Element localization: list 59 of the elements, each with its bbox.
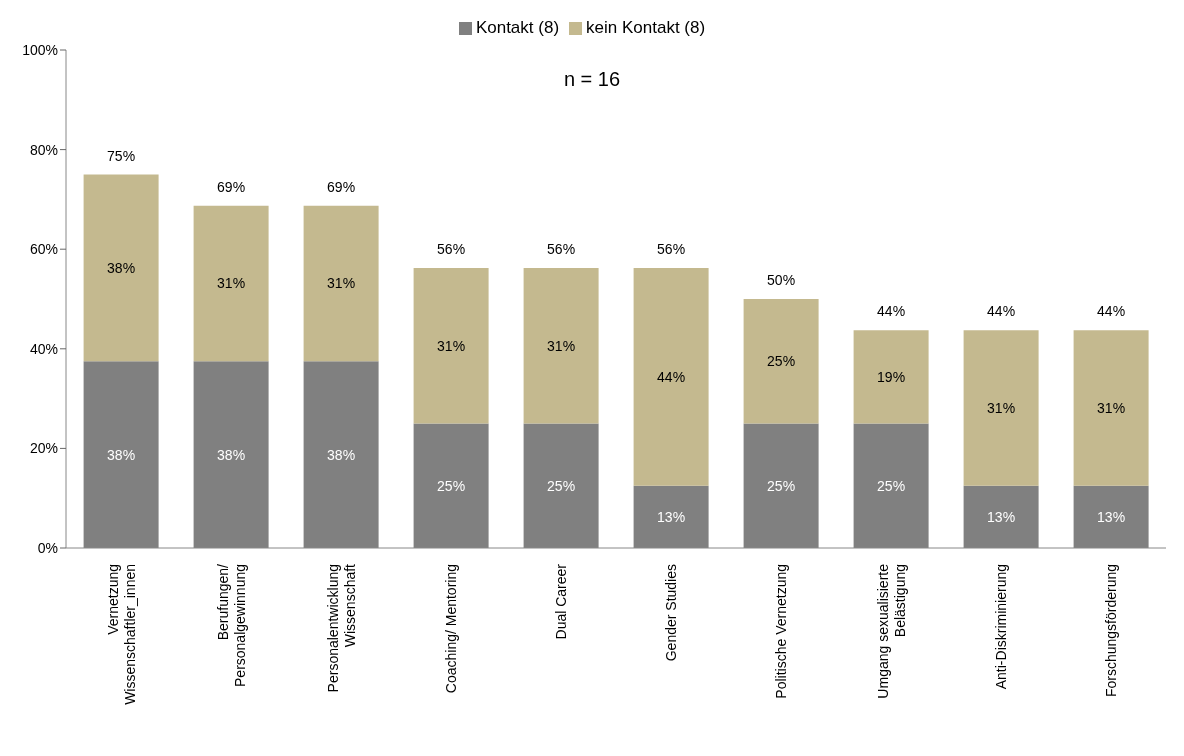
x-tick-label: Umgang sexualisierte Belästigung bbox=[874, 563, 908, 699]
annotation: n = 16 bbox=[562, 68, 622, 91]
data-label: 38% bbox=[107, 446, 136, 463]
data-label: 38% bbox=[327, 446, 356, 463]
total-label: 50% bbox=[767, 272, 796, 288]
total-label: 44% bbox=[987, 303, 1016, 320]
y-tick-label: 100% bbox=[22, 41, 58, 58]
y-tick-label: 80% bbox=[29, 141, 58, 158]
total-label: 56% bbox=[547, 240, 576, 257]
data-label: 44% bbox=[657, 368, 686, 385]
legend-label: Kontakt (8) bbox=[475, 18, 560, 37]
bar bbox=[303, 205, 379, 362]
data-label: 31% bbox=[437, 337, 466, 354]
legend-label: kein Kontakt (8) bbox=[586, 18, 706, 37]
bar bbox=[83, 174, 159, 362]
x-tick-label: Vernetzung Wissenschaftler_innen bbox=[104, 564, 138, 705]
bar bbox=[1073, 330, 1149, 486]
x-tick-label: Dual Career bbox=[553, 563, 569, 640]
x-tick-label: Forschungsförderung bbox=[1103, 564, 1119, 698]
data-label: 31% bbox=[1097, 399, 1126, 416]
y-tick-label: 60% bbox=[29, 241, 58, 258]
x-tick-label: Coaching/ Mentoring bbox=[443, 564, 459, 694]
data-label: 31% bbox=[327, 275, 356, 292]
data-label: 31% bbox=[217, 275, 246, 292]
x-tick-label: Anti-Diskriminierung bbox=[993, 564, 1009, 690]
data-label: 19% bbox=[877, 368, 906, 385]
bar bbox=[633, 267, 709, 486]
x-tick-label: Personalentwicklung Wissenschaft bbox=[324, 563, 358, 693]
bar bbox=[853, 330, 929, 424]
total-label: 75% bbox=[107, 147, 136, 164]
data-label: 31% bbox=[987, 399, 1016, 416]
bar bbox=[963, 330, 1039, 486]
data-label: 38% bbox=[217, 446, 246, 463]
total-label: 44% bbox=[1097, 303, 1126, 320]
bar bbox=[193, 205, 269, 362]
y-tick-label: 20% bbox=[29, 440, 58, 457]
total-label: 44% bbox=[877, 303, 906, 320]
data-label: 13% bbox=[657, 508, 686, 525]
data-label: 25% bbox=[877, 477, 906, 494]
total-label: 56% bbox=[657, 240, 686, 257]
data-label: 25% bbox=[437, 477, 466, 494]
bar bbox=[743, 299, 819, 424]
data-label: 25% bbox=[547, 477, 576, 494]
data-label: 25% bbox=[767, 353, 796, 370]
bar bbox=[523, 267, 599, 424]
data-label: 31% bbox=[547, 337, 576, 354]
bar bbox=[413, 267, 489, 424]
data-label: 13% bbox=[987, 508, 1016, 525]
y-tick-label: 40% bbox=[29, 340, 58, 357]
x-tick-label: Politische Vernetzung bbox=[773, 564, 789, 699]
y-tick-label: 0% bbox=[37, 539, 58, 556]
x-tick-label: Gender Studies bbox=[663, 564, 679, 662]
data-label: 13% bbox=[1097, 508, 1126, 525]
total-label: 69% bbox=[217, 178, 246, 195]
total-label: 69% bbox=[327, 178, 356, 195]
total-label: 56% bbox=[437, 240, 466, 257]
data-label: 25% bbox=[767, 477, 796, 494]
x-tick-label: Berufungen/ Personalgewinnung bbox=[214, 563, 248, 687]
data-label: 38% bbox=[107, 259, 136, 276]
